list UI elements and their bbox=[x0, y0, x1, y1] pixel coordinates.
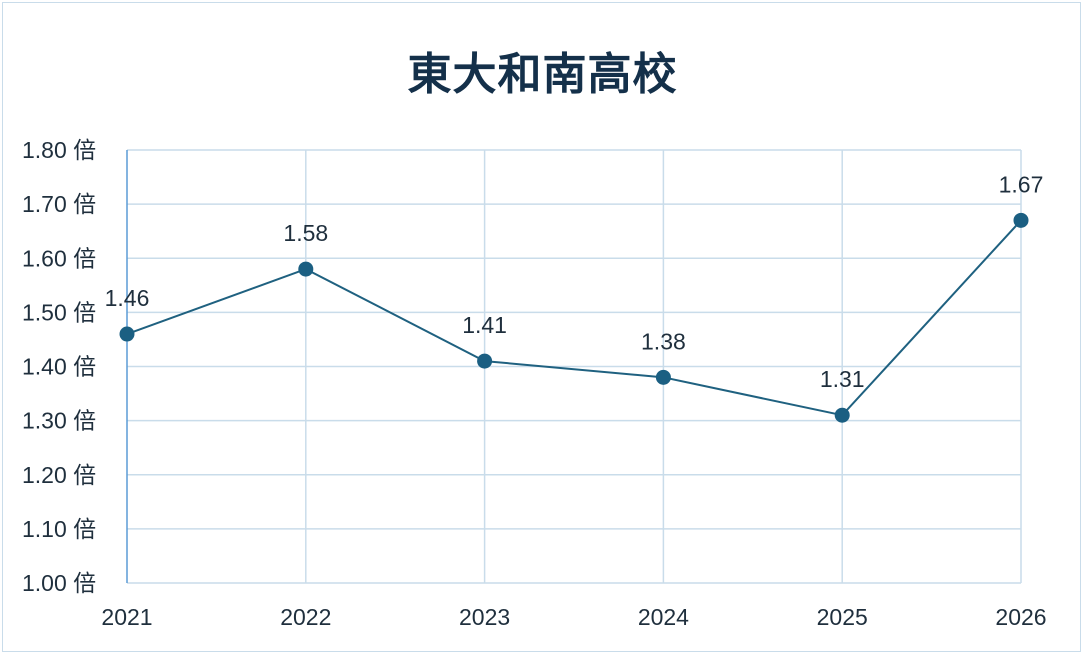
x-tick-label: 2022 bbox=[280, 604, 331, 630]
y-tick-label: 1.80 倍 bbox=[22, 137, 96, 163]
x-tick-label: 2023 bbox=[459, 604, 510, 630]
data-point bbox=[1013, 212, 1029, 228]
y-tick-label: 1.40 倍 bbox=[22, 354, 96, 380]
series-layer bbox=[119, 212, 1029, 423]
series-line bbox=[126, 219, 1022, 417]
y-tick-label: 1.20 倍 bbox=[22, 462, 96, 488]
x-tick-label: 2025 bbox=[817, 604, 868, 630]
data-label: 1.38 bbox=[641, 328, 686, 354]
data-point bbox=[119, 326, 135, 342]
tick-labels: 1.00 倍 1.10 倍 1.20 倍 1.30 倍 1.40 倍 1.50 倍 1.60… bbox=[22, 137, 1047, 630]
data-label: 1.58 bbox=[283, 220, 328, 246]
y-tick-label: 1.30 倍 bbox=[22, 408, 96, 434]
x-tick-label: 2026 bbox=[995, 604, 1046, 630]
data-label: 1.31 bbox=[820, 366, 865, 392]
x-tick-label: 2021 bbox=[101, 604, 152, 630]
data-point bbox=[298, 261, 314, 277]
data-point bbox=[655, 369, 671, 385]
y-tick-label: 1.70 倍 bbox=[22, 191, 96, 217]
y-tick-label: 1.10 倍 bbox=[22, 516, 96, 542]
y-tick-label: 1.60 倍 bbox=[22, 245, 96, 271]
y-tick-label: 1.00 倍 bbox=[22, 570, 96, 596]
data-labels: 1.46 1.58 1.41 1.38 1.31 1.67 bbox=[105, 171, 1044, 392]
data-point bbox=[477, 353, 493, 369]
data-label: 1.46 bbox=[105, 285, 150, 311]
data-label: 1.41 bbox=[462, 312, 507, 338]
grid-lines bbox=[127, 149, 1022, 584]
data-point bbox=[834, 407, 850, 423]
data-label: 1.67 bbox=[999, 171, 1044, 197]
y-tick-label: 1.50 倍 bbox=[22, 299, 96, 325]
chart-title: 東大和南高校 bbox=[407, 49, 678, 100]
x-tick-label: 2024 bbox=[638, 604, 689, 630]
